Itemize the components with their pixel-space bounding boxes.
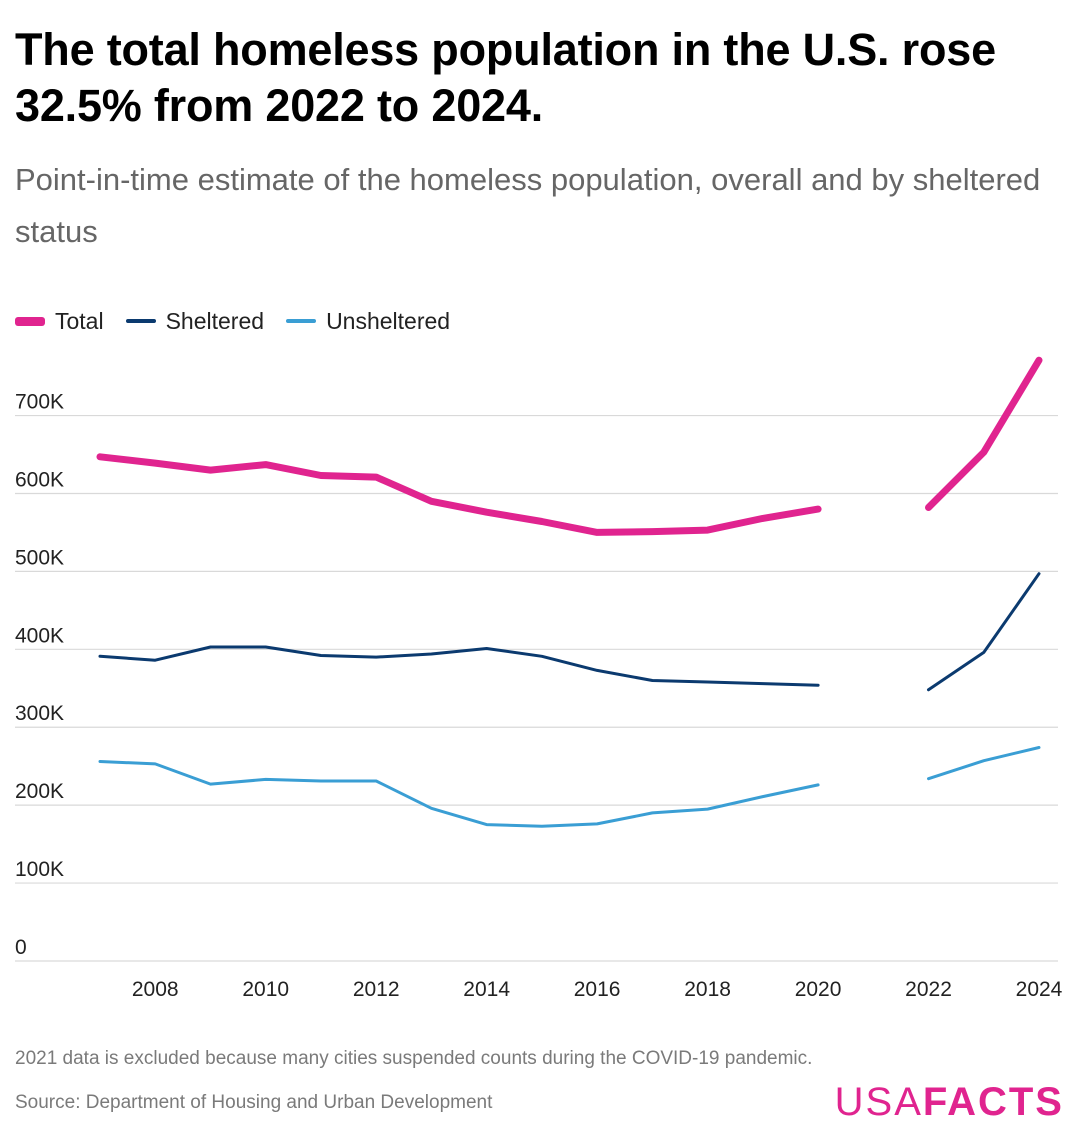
legend-swatch-total bbox=[15, 317, 45, 326]
legend-item-total: Total bbox=[15, 308, 104, 335]
x-tick-label: 2014 bbox=[463, 978, 510, 1001]
y-tick-label: 600K bbox=[15, 468, 64, 491]
series-line-total-2022-2024 bbox=[929, 360, 1040, 507]
x-tick-label: 2018 bbox=[684, 978, 731, 1001]
x-tick-label: 2016 bbox=[574, 978, 621, 1001]
y-tick-label: 700K bbox=[15, 391, 64, 414]
x-tick-label: 2020 bbox=[795, 978, 842, 1001]
legend-item-unsheltered: Unsheltered bbox=[286, 308, 450, 335]
x-tick-label: 2012 bbox=[353, 978, 400, 1001]
chart-title: The total homeless population in the U.S… bbox=[15, 22, 1070, 134]
y-tick-label: 400K bbox=[15, 624, 64, 647]
gridlines bbox=[15, 416, 1058, 961]
series-line-total-2007-2020 bbox=[100, 457, 818, 533]
x-tick-label: 2010 bbox=[242, 978, 289, 1001]
series-line-unsheltered-2022-2024 bbox=[929, 748, 1040, 779]
y-tick-label: 200K bbox=[15, 780, 64, 803]
legend-label-unsheltered: Unsheltered bbox=[326, 308, 450, 335]
legend-label-total: Total bbox=[55, 308, 104, 335]
y-tick-label: 100K bbox=[15, 858, 64, 881]
y-tick-label: 0 bbox=[15, 936, 27, 959]
legend-swatch-sheltered bbox=[126, 319, 156, 323]
series-lines bbox=[100, 360, 1039, 826]
series-line-sheltered-2022-2024 bbox=[929, 574, 1040, 690]
x-axis-ticks: 2008 2010 2012 2014 2016 2018 2020 2022 2024 bbox=[132, 978, 1063, 1001]
legend-swatch-unsheltered bbox=[286, 319, 316, 323]
source-note: Source: Department of Housing and Urban … bbox=[15, 1092, 492, 1114]
logo-facts: FACTS bbox=[923, 1080, 1064, 1124]
legend-item-sheltered: Sheltered bbox=[126, 308, 264, 335]
legend: Total Sheltered Unsheltered bbox=[15, 304, 450, 338]
series-line-unsheltered-2007-2020 bbox=[100, 762, 818, 827]
y-tick-label: 300K bbox=[15, 702, 64, 725]
y-axis-ticks: 0 100K 200K 300K 400K 500K 600K 700K bbox=[15, 391, 64, 959]
x-tick-label: 2022 bbox=[905, 978, 952, 1001]
series-line-sheltered-2007-2020 bbox=[100, 647, 818, 685]
chart-subtitle: Point-in-time estimate of the homeless p… bbox=[15, 154, 1055, 258]
y-tick-label: 500K bbox=[15, 546, 64, 569]
x-tick-label: 2008 bbox=[132, 978, 179, 1001]
legend-label-sheltered: Sheltered bbox=[166, 308, 264, 335]
x-tick-label: 2024 bbox=[1016, 978, 1063, 1001]
usafacts-logo: USAFACTS bbox=[835, 1078, 1064, 1126]
logo-usa: USA bbox=[835, 1080, 923, 1124]
footnote: 2021 data is excluded because many citie… bbox=[15, 1048, 812, 1070]
